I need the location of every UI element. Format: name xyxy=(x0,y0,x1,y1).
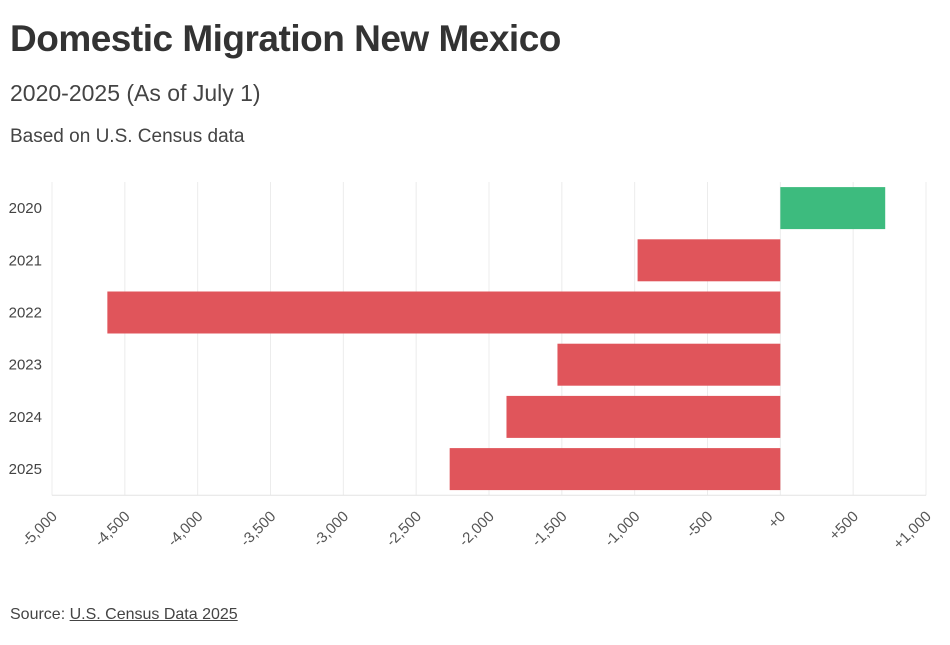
category-labels: 2020 2021 2022 2023 2024 2025 xyxy=(9,200,42,478)
x-tick-labels: -5,000 -4,500 -4,000 -3,500 -3,000 -2,500 -2,0… xyxy=(19,508,935,553)
x-tick-label: -4,000 xyxy=(164,508,206,550)
category-label: 2022 xyxy=(9,305,42,322)
x-tick-label: -3,000 xyxy=(310,508,352,550)
chart-title: Domestic Migration New Mexico xyxy=(10,18,561,59)
bar-2023 xyxy=(557,343,781,386)
x-tick-label: -2,000 xyxy=(456,508,498,550)
bar-2025 xyxy=(449,448,781,491)
category-label: 2023 xyxy=(9,357,42,374)
bar-2021 xyxy=(637,239,781,282)
x-tick-label: -5,000 xyxy=(19,508,61,550)
x-tick-label: -1,500 xyxy=(529,508,571,550)
x-tick-label: -500 xyxy=(683,508,716,541)
bar-2020 xyxy=(780,187,886,230)
bars xyxy=(107,187,886,491)
x-tick-label: +1,000 xyxy=(890,508,935,553)
bar-2024 xyxy=(506,395,781,438)
x-tick-label: -4,500 xyxy=(92,508,134,550)
source-prefix: Source: xyxy=(10,606,70,623)
x-tick-label: -2,500 xyxy=(383,508,425,550)
x-tick-label: -1,000 xyxy=(601,508,643,550)
chart-subtitle: 2020-2025 (As of July 1) xyxy=(10,80,261,106)
x-tick-label: +0 xyxy=(765,508,789,532)
bar-chart: 2020 2021 2022 2023 2024 2025 -5,000 -4,500 -4,… xyxy=(9,182,935,553)
source-note: Source: U.S. Census Data 2025 xyxy=(10,606,238,624)
x-tick-label: -3,500 xyxy=(237,508,279,550)
category-label: 2024 xyxy=(9,409,42,426)
grid-lines xyxy=(51,182,927,496)
bar-2022 xyxy=(107,291,781,334)
chart-note: Based on U.S. Census data xyxy=(10,126,245,147)
source-link[interactable]: U.S. Census Data 2025 xyxy=(69,606,238,623)
category-label: 2021 xyxy=(9,252,42,269)
category-label: 2020 xyxy=(9,200,42,217)
x-tick-label: +500 xyxy=(826,508,862,544)
category-label: 2025 xyxy=(9,461,42,478)
